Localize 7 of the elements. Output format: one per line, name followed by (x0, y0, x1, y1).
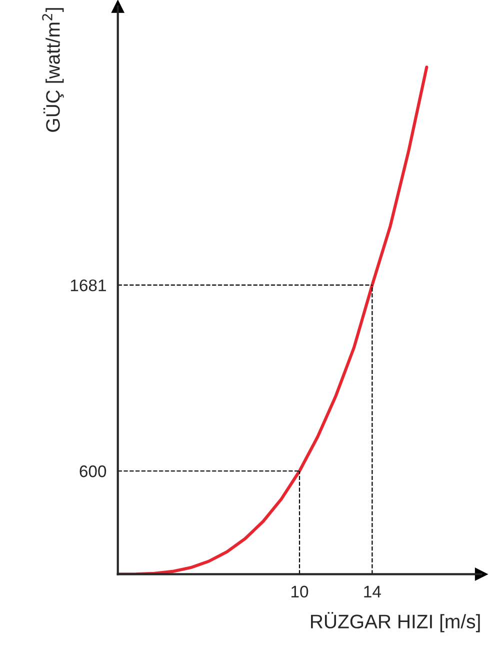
y-tick-label: 1681 (70, 279, 106, 292)
x-axis-title: RÜZGAR HIZI [m/s] (311, 612, 480, 632)
x-tick-label: 10 (292, 586, 308, 598)
line-series (118, 66, 428, 574)
y-axis-title: GÜÇ [watt/m$^{2}$] (42, 8, 64, 132)
y-tick-label: 600 (80, 465, 106, 478)
x-tick-label: 14 (364, 586, 381, 598)
